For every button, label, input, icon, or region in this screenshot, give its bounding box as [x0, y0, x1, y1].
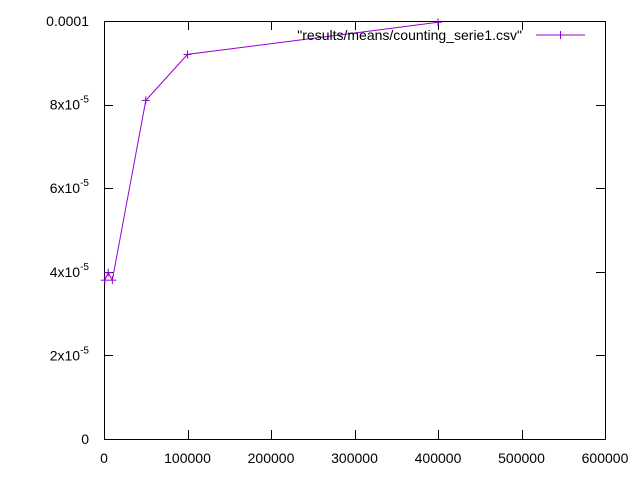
series-layer: [100, 18, 442, 285]
data-point: [108, 276, 117, 285]
y-tick-label: 2x10-5: [50, 345, 90, 363]
data-point: [104, 268, 113, 277]
y-tick-exponent: -5: [80, 178, 89, 189]
series-line: [104, 21, 439, 282]
y-tick-mantissa: 0: [81, 431, 89, 447]
x-tick-label: 400000: [415, 450, 462, 466]
y-tick-mantissa: 0.0001: [46, 13, 89, 29]
plot-frame: [104, 21, 606, 440]
y-tick-label: 8x10-5: [50, 95, 90, 113]
x-tick-label: 300000: [331, 450, 378, 466]
data-point: [183, 50, 192, 59]
y-tick-mantissa: 8x10: [50, 97, 81, 113]
y-tick-mantissa: 4x10: [50, 264, 81, 280]
x-tick-label: 600000: [582, 450, 629, 466]
legend-marker: [556, 31, 565, 39]
y-tick-label: 6x10-5: [50, 178, 90, 196]
legend: "results/means/counting_serie1.csv": [297, 27, 585, 43]
y-tick-label: 4x10-5: [50, 262, 90, 280]
y-tick-exponent: -5: [80, 95, 89, 106]
y-tick-label: 0.0001: [46, 13, 89, 29]
x-tick-label: 200000: [248, 450, 295, 466]
x-axis: 0 100000 200000 300000 400000 500000 600000: [100, 21, 629, 466]
y-tick-exponent: -5: [80, 262, 89, 273]
x-tick-label: 0: [100, 450, 108, 466]
y-tick-label: 0: [81, 431, 89, 447]
legend-label: "results/means/counting_serie1.csv": [297, 27, 522, 43]
y-tick-mantissa: 6x10: [50, 180, 81, 196]
y-tick-mantissa: 2x10: [50, 347, 81, 363]
x-tick-label: 500000: [498, 450, 545, 466]
data-point: [100, 276, 109, 285]
y-tick-exponent: -5: [80, 345, 89, 356]
data-point: [141, 96, 150, 105]
x-tick-label: 100000: [164, 450, 211, 466]
data-point: [434, 18, 442, 27]
